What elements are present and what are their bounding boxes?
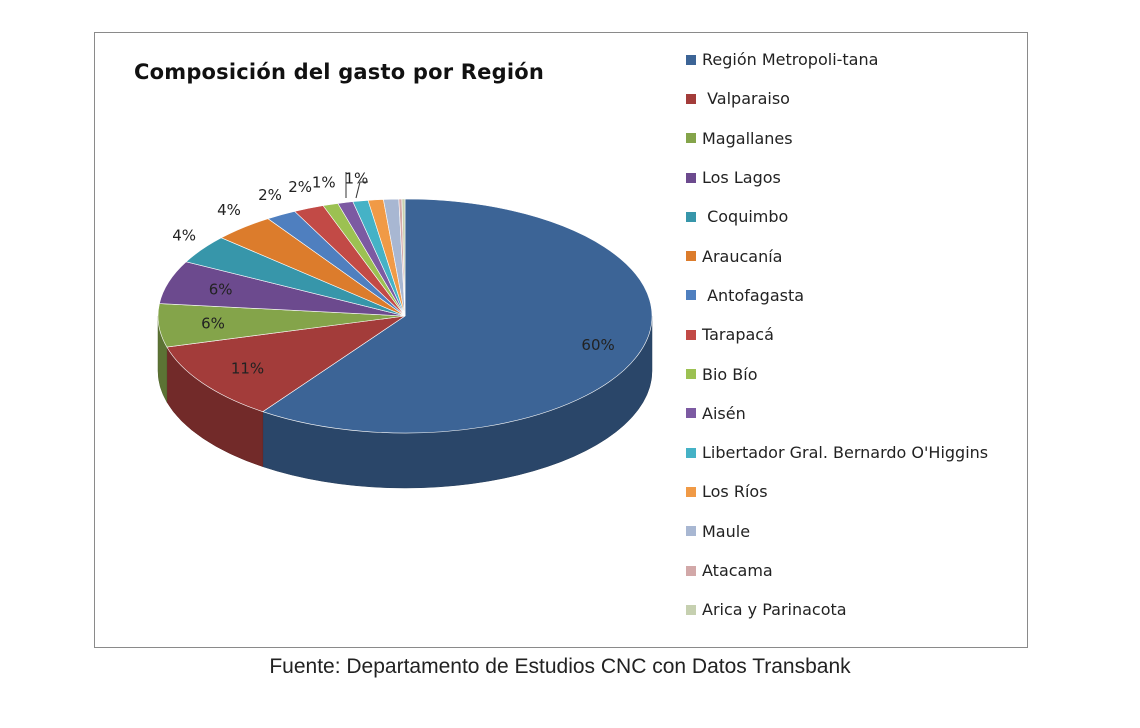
pie-label-10: 1% bbox=[345, 169, 369, 187]
legend-swatch bbox=[686, 290, 696, 301]
legend-label: Araucanía bbox=[702, 246, 783, 266]
legend-label: Libertador Gral. Bernardo O'Higgins bbox=[702, 443, 989, 463]
legend-label: Los Ríos bbox=[702, 482, 768, 502]
pie-label-1: 11% bbox=[231, 360, 264, 378]
source-caption: Fuente: Departamento de Estudios CNC con… bbox=[269, 655, 851, 678]
legend-item: Valparaiso bbox=[686, 79, 988, 118]
legend-label: Tarapacá bbox=[702, 325, 774, 345]
legend-item: Tarapacá bbox=[686, 315, 988, 354]
pie-label-7: 2% bbox=[288, 178, 312, 196]
legend-label: Antofagasta bbox=[702, 285, 805, 305]
legend-label: Arica y Parinacota bbox=[702, 600, 847, 620]
legend-swatch bbox=[686, 604, 696, 615]
chart-legend: Región Metropoli-tana Valparaiso Magallan… bbox=[686, 40, 988, 629]
legend-label: Atacama bbox=[702, 561, 773, 580]
pie-slice-0 bbox=[262, 198, 653, 434]
legend-swatch bbox=[686, 526, 696, 537]
legend-swatch bbox=[686, 211, 696, 222]
legend-item: Los Ríos bbox=[686, 472, 988, 511]
chart-title: Composición del gasto por Región bbox=[134, 60, 545, 84]
legend-swatch bbox=[686, 408, 696, 419]
legend-item: Coquimbo bbox=[686, 197, 988, 236]
legend-label: Región Metropoli-tana bbox=[702, 50, 879, 70]
pie-labels: 60%11%6%6%4%4%2% 2% 1% 1% bbox=[172, 169, 615, 377]
legend-swatch bbox=[686, 251, 696, 262]
legend-item: Araucanía bbox=[686, 236, 988, 275]
pie-slices bbox=[157, 198, 653, 434]
legend-item: Libertador Gral. Bernardo O'Higgins bbox=[686, 433, 988, 472]
legend-item: Región Metropoli-tana bbox=[686, 40, 988, 79]
legend-item: Bio Bío bbox=[686, 354, 988, 393]
pie-label-8: 1% bbox=[312, 174, 336, 192]
legend-swatch bbox=[686, 486, 696, 497]
legend-label: Los Lagos bbox=[702, 168, 781, 188]
legend-item: Aisén bbox=[686, 394, 988, 433]
legend-label: Aisén bbox=[702, 403, 746, 423]
legend-swatch bbox=[686, 54, 696, 65]
leader-line-1 bbox=[355, 181, 361, 199]
legend-item: Los Lagos bbox=[686, 158, 988, 197]
legend-swatch bbox=[686, 565, 696, 576]
legend-swatch bbox=[686, 329, 696, 340]
pie-label-4: 4% bbox=[172, 227, 196, 245]
pie-label-3: 6% bbox=[209, 281, 233, 299]
pie-slice-14 bbox=[401, 198, 406, 317]
legend-label: Maule bbox=[702, 521, 751, 541]
legend-swatch bbox=[686, 93, 696, 104]
pie-label-5: 4% bbox=[217, 201, 241, 219]
legend-label: Coquimbo bbox=[702, 207, 789, 227]
legend-item: Maule bbox=[686, 512, 988, 551]
legend-item: Arica y Parinacota bbox=[686, 590, 988, 629]
legend-label: Valparaiso bbox=[702, 89, 790, 109]
legend-item: Atacama bbox=[686, 551, 988, 590]
legend-swatch bbox=[686, 172, 696, 183]
legend-swatch bbox=[686, 447, 696, 458]
legend-swatch bbox=[686, 369, 696, 380]
legend-item: Antofagasta bbox=[686, 276, 988, 315]
pie-label-0: 60% bbox=[581, 336, 614, 354]
legend-label: Bio Bío bbox=[702, 364, 758, 384]
legend-swatch bbox=[686, 133, 696, 144]
legend-item: Magallanes bbox=[686, 119, 988, 158]
pie-slice-1 bbox=[166, 315, 406, 413]
legend-label: Magallanes bbox=[702, 128, 793, 148]
pie-label-2: 6% bbox=[201, 314, 225, 332]
pie-label-6: 2% bbox=[258, 186, 282, 204]
